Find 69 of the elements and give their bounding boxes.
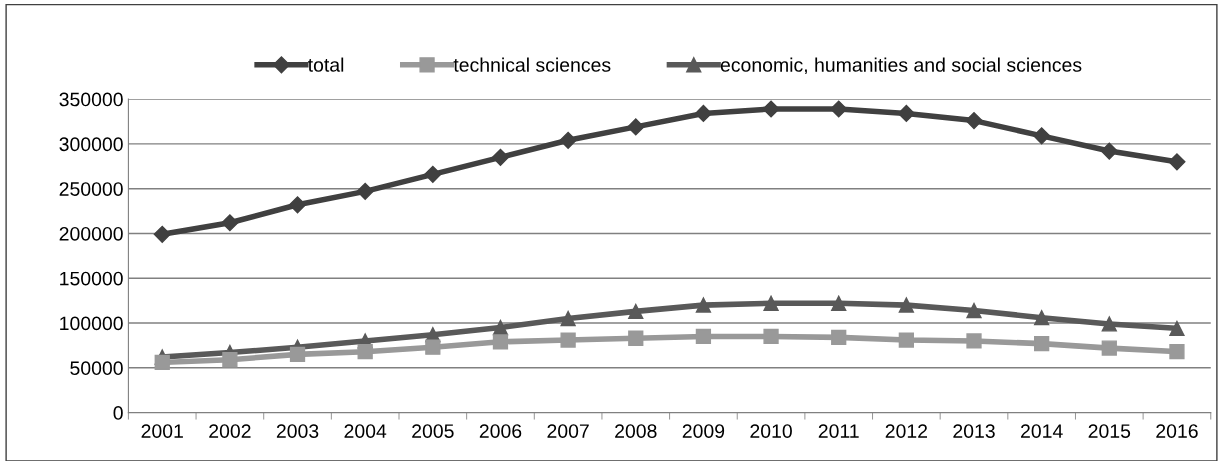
point	[762, 100, 780, 118]
point	[695, 328, 712, 345]
legend-label: technical sciences	[453, 57, 611, 72]
point	[153, 225, 171, 243]
point	[425, 339, 441, 355]
legend-label: economic, humanities and social sciences	[720, 57, 1082, 75]
point	[1101, 316, 1117, 332]
point	[830, 100, 848, 118]
x-tick-label: 2011	[818, 424, 859, 438]
x-tick-label: 2006	[479, 424, 522, 438]
x-tick-label: 2015	[1088, 424, 1131, 438]
x-tick-label: 2003	[276, 424, 319, 438]
point	[356, 182, 374, 200]
point	[424, 165, 442, 183]
point	[1033, 127, 1051, 145]
point	[222, 352, 238, 368]
point	[966, 333, 982, 349]
x-tick-label: 2001	[141, 424, 183, 438]
point	[560, 332, 576, 348]
point	[695, 297, 712, 313]
point	[491, 148, 510, 166]
point	[1100, 142, 1118, 160]
point	[1169, 344, 1185, 360]
y-tick-label: 100000	[60, 316, 123, 331]
point	[492, 334, 509, 350]
point	[559, 131, 577, 149]
point	[898, 297, 914, 313]
point	[221, 214, 239, 232]
x-tick-label: 2016	[1156, 424, 1198, 438]
y-tick-label: 250000	[59, 182, 123, 196]
legend-label: total	[307, 57, 344, 72]
x-tick-label: 2010	[750, 424, 792, 438]
x-tick-label: 2013	[953, 424, 995, 438]
x-tick-label: 2004	[344, 424, 387, 438]
point	[1034, 335, 1050, 352]
point	[628, 303, 644, 320]
point	[154, 354, 170, 371]
x-tick-label: 2014	[1021, 424, 1063, 438]
y-tick-label: 350000	[59, 92, 123, 107]
point	[763, 328, 779, 345]
point	[289, 346, 306, 363]
point	[831, 295, 847, 311]
x-tick-label: 2002	[209, 424, 251, 438]
x-tick-label: 2005	[412, 424, 454, 438]
point	[897, 104, 915, 122]
point	[628, 330, 644, 346]
x-tick-label: 2007	[547, 424, 589, 438]
point	[965, 112, 983, 130]
point	[966, 302, 982, 319]
y-tick-label: 150000	[60, 271, 123, 286]
point	[357, 344, 373, 360]
x-tick-label: 2008	[615, 424, 657, 438]
y-tick-label: 200000	[59, 226, 123, 241]
y-tick-label: 0	[113, 406, 123, 420]
point	[1168, 153, 1186, 171]
y-tick-label: 300000	[59, 137, 123, 152]
point	[288, 196, 307, 214]
y-tick-label: 50000	[70, 361, 123, 376]
point	[560, 310, 576, 327]
point	[1169, 320, 1185, 337]
point	[1101, 340, 1117, 356]
point	[763, 295, 779, 311]
x-tick-label: 2009	[682, 424, 725, 438]
point	[1034, 310, 1050, 326]
point	[627, 118, 645, 136]
x-tick-label: 2012	[885, 424, 928, 438]
point	[694, 104, 712, 122]
point	[898, 332, 914, 348]
point	[831, 329, 847, 345]
